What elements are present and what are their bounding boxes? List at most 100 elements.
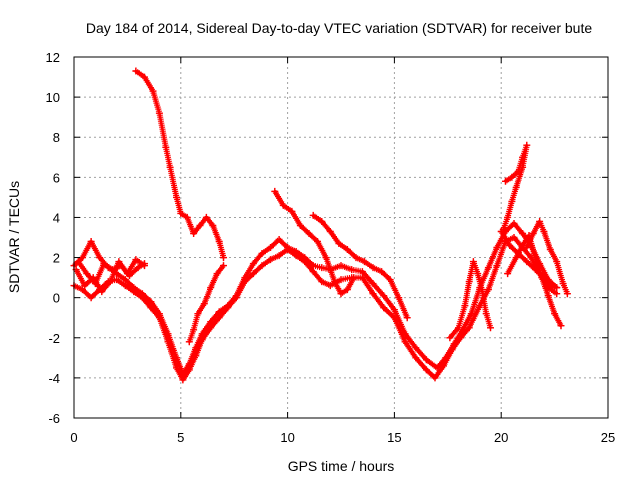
data-point [87,294,95,302]
data-point [343,286,351,294]
y-tick-label: 6 [53,170,60,185]
data-point [130,288,138,296]
data-point [553,258,561,266]
data-point [390,306,398,314]
data-point [196,222,204,229]
data-point [559,280,567,288]
data-point [267,256,274,264]
data-point [369,264,377,272]
data-point [546,282,554,290]
series-track-g [271,187,358,298]
data-point [275,236,283,243]
data-point [540,228,548,235]
data-point [318,264,326,272]
data-point [350,274,358,282]
data-point [241,278,249,286]
data-point [207,324,215,332]
data-point [215,314,223,322]
data-point [401,338,409,346]
data-point [529,230,537,237]
data-point [305,230,313,237]
data-point [155,314,163,322]
series-track-l [504,232,565,330]
data-point [331,278,339,286]
data-point [563,290,571,298]
data-point [296,222,304,229]
data-point [343,246,351,253]
data-point [546,246,554,253]
data-point [209,222,217,229]
data-point [215,238,223,245]
data-point [190,230,198,237]
data-point [224,304,232,312]
data-point [431,374,439,382]
data-point [557,322,565,330]
data-point [249,260,257,268]
data-point [185,338,193,346]
data-point [138,294,146,302]
data-point [220,254,227,262]
data-point [190,326,198,334]
data-point [508,173,516,181]
y-tick-label: -6 [48,411,60,426]
series-track-e [132,67,227,262]
data-point [504,270,512,278]
series-track-c [74,258,148,288]
y-tick-label: 12 [46,50,60,65]
data-point [202,213,210,221]
data-point [258,250,266,257]
data-point [309,268,317,276]
data-point [484,264,492,272]
data-point [551,310,559,318]
series-track-h [309,211,411,322]
y-tick-label: 8 [53,130,60,145]
data-point [369,280,377,288]
data-point [79,254,86,262]
data-point [380,292,388,300]
data-point [207,284,215,292]
data-point [457,334,465,342]
data-point [506,242,514,249]
data-point [123,270,131,278]
data-point [177,209,185,217]
data-point [200,300,208,308]
y-tick-label: -4 [48,371,60,386]
data-point [484,286,492,294]
data-point [81,282,89,290]
data-point [301,258,309,266]
data-point [544,292,552,300]
data-point [106,278,114,286]
data-point [487,324,494,332]
y-tick-label: 0 [53,291,60,306]
data-point [465,278,473,286]
data-point [213,270,221,278]
data-point [422,356,430,364]
data-point [173,364,180,372]
y-axis-label: SDTVAR / TECUs [6,181,22,293]
data-point [279,201,287,209]
data-point [455,324,462,332]
data-point [141,73,148,81]
data-point [461,302,469,310]
data-point [467,310,475,318]
data-point [440,362,447,370]
y-tick-label: -2 [48,331,60,346]
data-point [192,352,200,360]
data-point [185,366,193,374]
data-point [258,262,266,270]
y-tick-label: 4 [53,210,60,225]
data-point [536,218,544,225]
data-point [96,254,104,262]
data-point [422,366,430,374]
data-point [446,334,454,342]
data-point [523,141,531,149]
x-tick-label: 20 [494,430,508,445]
data-point [149,87,157,95]
x-tick-label: 25 [601,430,615,445]
data-point [508,197,516,205]
data-point [523,244,531,251]
data-point [288,207,296,215]
series-track-d [72,256,148,296]
data-point [465,324,473,332]
x-tick-label: 15 [387,430,401,445]
